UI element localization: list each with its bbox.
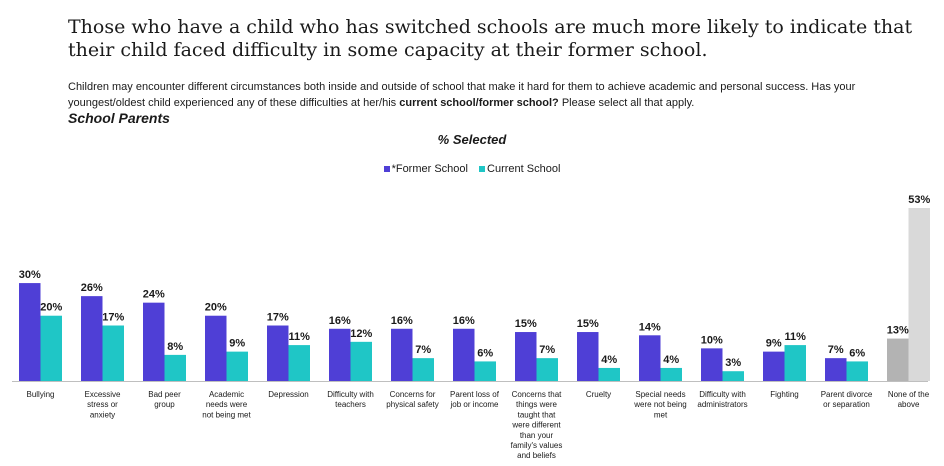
legend-item-current: Current School [479,163,560,175]
question-emphasis: current school/former school? [399,97,559,109]
bar-former-difficulty-with-teachers [329,328,351,381]
bar-former-none-of-the-above [887,338,909,381]
value-label-current-bullying: 20% [40,302,62,314]
bar-current-excessive-stress-or-anxiety [102,325,124,381]
survey-question: Children may encounter different circums… [68,79,928,111]
legend-item-former: *Former School [383,163,468,175]
category-label-fighting: Fighting [770,390,798,399]
bar-current-none-of-the-above [908,208,930,381]
category-label-concerns-that-things-were-taught-that-we: Concerns that things were taught that were … [511,390,563,460]
value-label-former-parent-loss-of-job-or-income: 16% [453,315,475,327]
value-label-current-difficulty-with-teachers: 12% [350,328,372,340]
bar-former-fighting [763,351,785,381]
bar-former-bullying [19,283,41,381]
category-label-difficulty-with-administrators: Difficulty with administrators [697,390,747,409]
value-label-former-cruelty: 15% [577,318,599,330]
value-label-current-parent-divorce-or-separation: 6% [849,347,865,359]
value-label-former-difficulty-with-administrators: 10% [701,334,723,346]
bar-current-parent-loss-of-job-or-income [474,361,496,381]
legend-label-current: Current School [487,163,561,175]
value-label-former-concerns-that-things-were-taught-that-we: 15% [515,318,537,330]
bar-former-special-needs-were-not-being-met [639,335,661,381]
value-label-current-concerns-for-physical-safety: 7% [415,344,431,356]
bar-former-depression [267,325,289,381]
category-label-parent-divorce-or-separation: Parent divorce or separation [821,390,873,409]
bar-former-cruelty [577,332,599,381]
value-label-current-none-of-the-above: 53% [908,194,930,206]
question-text: Children may encounter different circums… [68,81,856,109]
legend: *Former School Current School [0,163,944,175]
value-label-former-bullying: 30% [19,269,41,281]
bar-former-academic-needs-were-not-being-met [205,315,227,381]
bar-former-difficulty-with-administrators [701,348,723,381]
category-label-depression: Depression [268,390,308,399]
category-label-difficulty-with-teachers: Difficulty with teachers [327,390,374,409]
bar-current-concerns-for-physical-safety [412,358,434,381]
value-label-current-academic-needs-were-not-being-met: 9% [229,338,245,350]
audience-label: School Parents [68,110,170,126]
value-label-former-special-needs-were-not-being-met: 14% [639,321,661,333]
category-label-cruelty: Cruelty [586,390,611,399]
bar-former-excessive-stress-or-anxiety [81,296,103,381]
bar-former-parent-divorce-or-separation [825,358,847,381]
value-label-former-concerns-for-physical-safety: 16% [391,315,413,327]
bar-current-parent-divorce-or-separation [846,361,868,381]
category-label-special-needs-were-not-being-met: Special needs were not being met [633,390,686,419]
value-label-former-bad-peer-group: 24% [143,289,165,301]
value-label-current-difficulty-with-administrators: 3% [725,357,741,369]
bar-current-concerns-that-things-were-taught-that-we [536,358,558,381]
bar-current-cruelty [598,367,620,381]
value-label-current-special-needs-were-not-being-met: 4% [663,354,679,366]
category-label-concerns-for-physical-safety: Concerns for physical safety [386,390,438,409]
category-label-excessive-stress-or-anxiety: Excessive stress or anxiety [84,390,121,419]
legend-label-former: *Former School [391,163,468,175]
bar-current-depression [288,345,310,381]
value-label-current-parent-loss-of-job-or-income: 6% [477,347,493,359]
value-label-current-concerns-that-things-were-taught-that-we: 7% [539,344,555,356]
bar-current-fighting [784,345,806,381]
value-label-former-depression: 17% [267,312,289,324]
value-label-current-cruelty: 4% [601,354,617,366]
value-label-current-depression: 11% [289,331,311,343]
bar-current-difficulty-with-administrators [722,371,744,381]
value-label-former-difficulty-with-teachers: 16% [329,315,351,327]
value-label-former-excessive-stress-or-anxiety: 26% [81,282,103,294]
bar-former-concerns-for-physical-safety [391,328,413,381]
headline: Those who have a child who has switched … [68,16,913,61]
value-label-former-fighting: 9% [766,338,782,350]
value-label-former-academic-needs-were-not-being-met: 20% [205,302,227,314]
value-label-current-excessive-stress-or-anxiety: 17% [102,312,124,324]
bar-former-concerns-that-things-were-taught-that-we [515,332,537,381]
category-label-none-of-the-above: None of the above [888,390,930,409]
bar-current-academic-needs-were-not-being-met [226,351,248,381]
bar-current-bad-peer-group [164,354,186,381]
question-tail: Please select all that apply. [558,97,695,109]
legend-swatch-current [479,166,486,172]
value-label-former-parent-divorce-or-separation: 7% [828,344,844,356]
chart-title: % Selected [437,132,507,147]
value-label-former-none-of-the-above: 13% [887,325,909,337]
bar-current-difficulty-with-teachers [350,341,372,381]
value-label-current-fighting: 11% [785,331,807,343]
bar-former-bad-peer-group [143,302,165,381]
value-label-current-bad-peer-group: 8% [167,341,183,353]
category-label-parent-loss-of-job-or-income: Parent loss of job or income [449,390,499,409]
category-label-academic-needs-were-not-being-met: Academic needs were not being met [202,390,251,419]
category-label-bad-peer-group: Bad peer group [148,390,181,409]
legend-swatch-former [383,166,390,172]
bar-current-special-needs-were-not-being-met [660,367,682,381]
category-label-bullying: Bullying [26,390,54,399]
bar-former-parent-loss-of-job-or-income [453,328,475,381]
bar-current-bullying [40,315,62,381]
